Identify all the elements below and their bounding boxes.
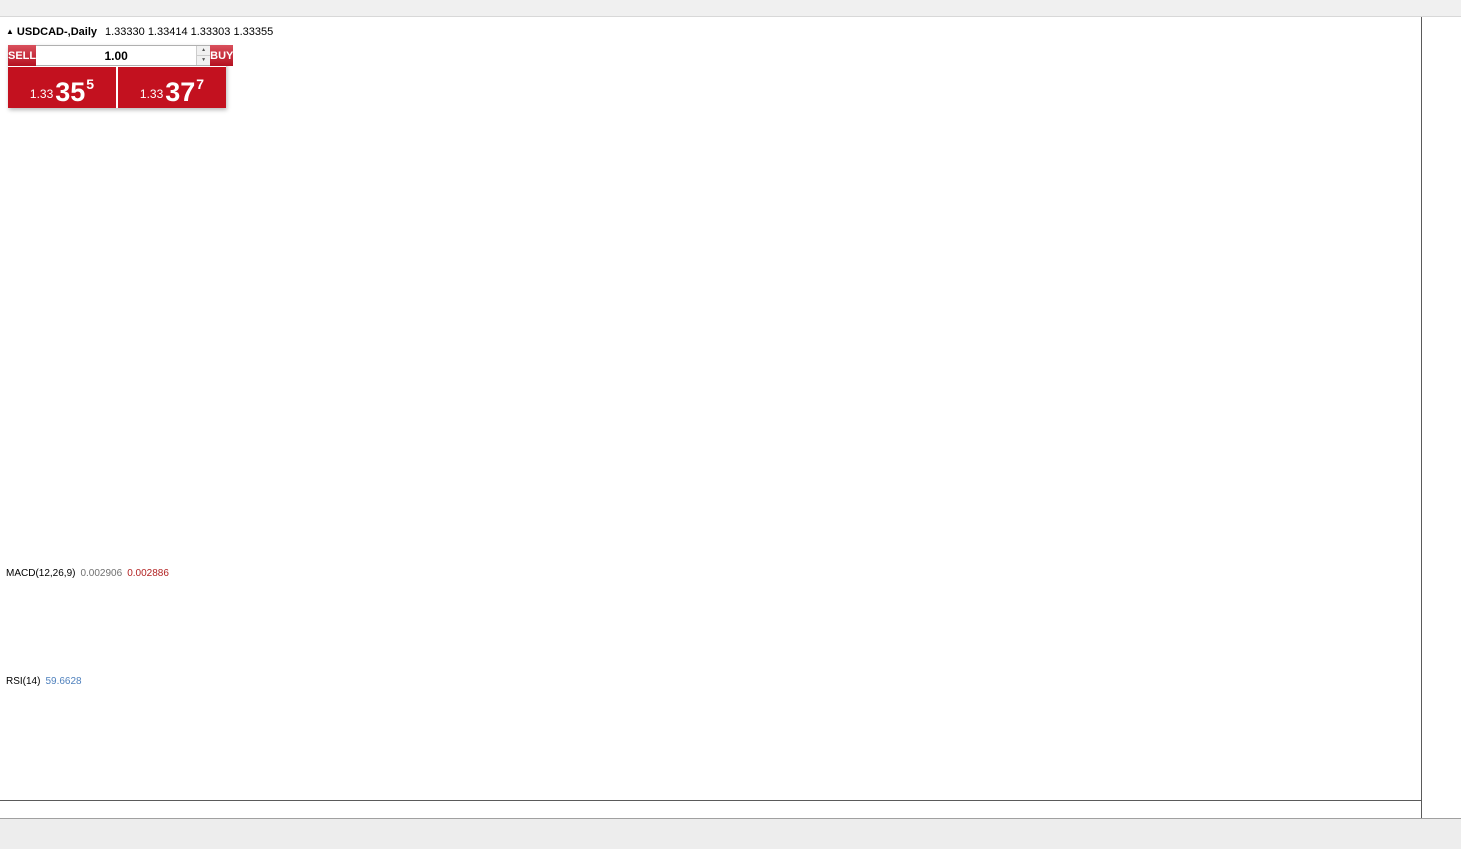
chart-window: ▲ USDCAD-,Daily 1.33330 1.33414 1.33303 1.…	[0, 17, 1461, 818]
macd-signal-value: 0.002886	[127, 568, 169, 579]
chart-ohlc-values: 1.33330 1.33414 1.33303 1.33355	[105, 26, 274, 38]
chart-title: ▲ USDCAD-,Daily 1.33330 1.33414 1.33303 1.…	[6, 26, 273, 38]
rsi-value: 59.6628	[45, 676, 82, 687]
sell-price-prefix: 1.33	[29, 87, 54, 101]
timeframe-toolbar	[0, 0, 1461, 17]
buy-button[interactable]: BUY	[210, 45, 234, 66]
pane-separator-macd[interactable]	[0, 561, 1421, 566]
sell-price-pip-digit: 5	[86, 76, 95, 92]
buy-price-big-digits: 37	[165, 77, 196, 107]
buy-price-display[interactable]: 1.33 37 7	[118, 67, 226, 108]
volume-input[interactable]	[36, 46, 197, 65]
volume-down-button[interactable]: ▼	[197, 56, 211, 65]
volume-input-wrap: ▲ ▼	[36, 45, 211, 66]
macd-main-value: 0.002906	[80, 568, 123, 579]
volume-spinner: ▲ ▼	[196, 46, 211, 65]
chart-tabs	[0, 818, 1461, 849]
sell-price-big-digits: 35	[55, 77, 86, 107]
time-axis[interactable]	[0, 800, 1421, 818]
price-scale[interactable]	[1421, 17, 1461, 818]
rsi-name: RSI(14)	[6, 676, 41, 687]
buy-price-pip-digit: 7	[196, 76, 205, 92]
price-chart-canvas[interactable]	[0, 17, 1421, 800]
pane-separator-rsi[interactable]	[0, 669, 1421, 674]
sell-button[interactable]: SELL	[8, 45, 37, 66]
sell-price-display[interactable]: 1.33 35 5	[8, 67, 116, 108]
tick-direction-icon: ▲	[6, 27, 14, 36]
chart-symbol-label: USDCAD-,Daily	[16, 26, 97, 38]
macd-indicator-label: MACD(12,26,9) 0.002906 0.002886	[6, 568, 169, 579]
volume-up-button[interactable]: ▲	[197, 46, 211, 56]
buy-price-prefix: 1.33	[139, 87, 164, 101]
macd-name: MACD(12,26,9)	[6, 568, 76, 579]
rsi-indicator-label: RSI(14) 59.6628	[6, 676, 82, 687]
